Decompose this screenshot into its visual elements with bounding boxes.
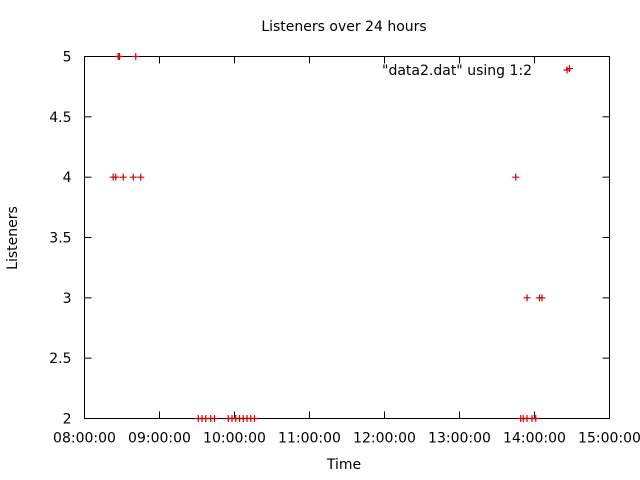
- y-tick-label: 2: [63, 412, 72, 428]
- data-point: [251, 415, 258, 422]
- data-point: [538, 294, 546, 302]
- plot-frame: [84, 56, 610, 419]
- data-point: [129, 173, 137, 181]
- data-point: [211, 415, 218, 422]
- data-point: [116, 53, 123, 60]
- y-tick-label: 4.5: [49, 110, 71, 126]
- x-axis: 08:00:00 09:00:00 10:00:00 11:00:00 12:00:00…: [53, 56, 640, 447]
- data-points: [109, 53, 573, 422]
- legend-marker-symbol: [563, 66, 571, 74]
- chart-title: Listeners over 24 hours: [261, 19, 426, 35]
- x-tick-label: 09:00:00: [128, 431, 191, 447]
- data-point: [137, 173, 145, 181]
- legend: "data2.dat" using 1:2: [382, 63, 571, 79]
- x-tick-label: 11:00:00: [278, 431, 341, 447]
- y-tick-label: 4: [63, 170, 72, 186]
- y-axis: 2 2.5 3 3.5 4 4.5 5: [49, 50, 610, 428]
- x-tick-label: 13:00:00: [428, 431, 491, 447]
- y-tick-label: 2.5: [49, 351, 71, 367]
- data-point: [523, 294, 531, 302]
- legend-label: "data2.dat" using 1:2: [382, 63, 532, 79]
- x-axis-label: Time: [326, 457, 361, 473]
- y-tick-label: 5: [63, 50, 72, 66]
- x-tick-label: 15:00:00: [578, 431, 640, 447]
- x-tick-label: 12:00:00: [353, 431, 416, 447]
- y-tick-label: 3: [63, 291, 72, 307]
- y-axis-label: Listeners: [5, 206, 21, 270]
- legend-marker: [563, 66, 571, 74]
- x-tick-label: 14:00:00: [503, 431, 566, 447]
- x-tick-label: 10:00:00: [203, 431, 266, 447]
- data-point: [512, 173, 520, 181]
- y-tick-label: 3.5: [49, 231, 71, 247]
- data-point: [132, 53, 140, 60]
- data-point: [119, 173, 127, 181]
- data-point: [532, 415, 540, 422]
- data-point: [112, 173, 120, 181]
- x-tick-label: 08:00:00: [53, 431, 116, 447]
